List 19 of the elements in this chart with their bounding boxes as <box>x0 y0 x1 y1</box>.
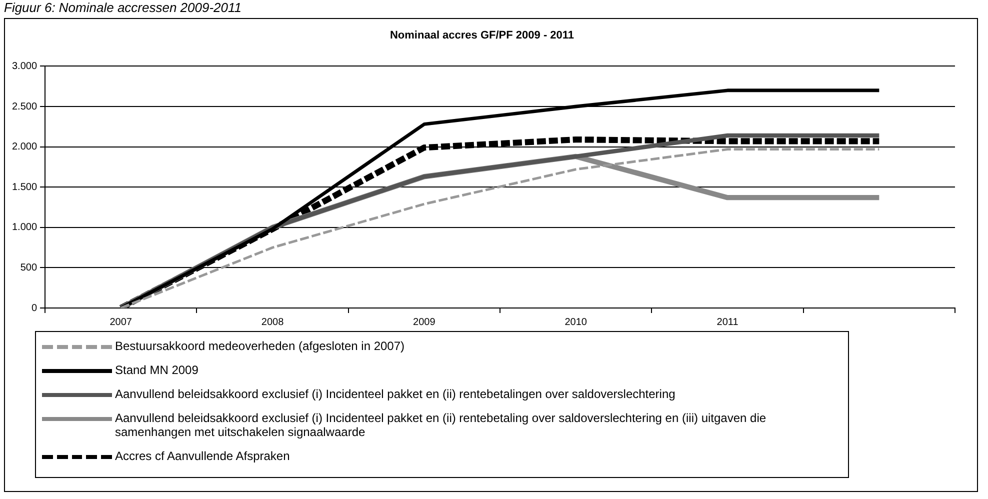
y-tick-label: 1.500 <box>12 182 38 193</box>
legend-label: Aanvullend beleidsakkoord exclusief (i) Incidenteel pakket en (ii) rentebetalingen over saldoverslechtering <box>115 387 676 401</box>
y-tick-label: 2.500 <box>12 101 38 112</box>
chart-title: Nominaal accres GF/PF 2009 - 2011 <box>390 30 574 42</box>
y-tick-label: 2.000 <box>12 142 38 153</box>
y-tick-label: 500 <box>20 262 38 274</box>
legend-label: Bestuursakkoord medeoverheden (afgesloten in 2007) <box>115 339 405 353</box>
x-tick-label: 2008 <box>261 316 284 328</box>
chart-subtitle: Figuur 6: Nominale accressen 2009-2011 <box>3 0 243 17</box>
x-tick-label: 2007 <box>110 316 132 328</box>
x-tick-label: 2011 <box>716 316 739 328</box>
legend-label: Aanvullend beleidsakkoord exclusief (i) Incidenteel pakket en (ii) rentebetaling over saldoverslechtering en (iii) uitgaven die samenhangen met uitschakelen signaalwaarde <box>115 411 768 439</box>
x-tick-label: 2010 <box>564 316 588 328</box>
legend-label: Stand MN 2009 <box>115 363 198 377</box>
y-tick-label: 3.000 <box>12 60 38 72</box>
y-tick-label: 0 <box>31 302 38 314</box>
y-tick-label: 1.000 <box>12 222 38 234</box>
x-tick-label: 2009 <box>413 316 436 328</box>
legend-label: Accres cf Aanvullende Afspraken <box>115 449 290 463</box>
